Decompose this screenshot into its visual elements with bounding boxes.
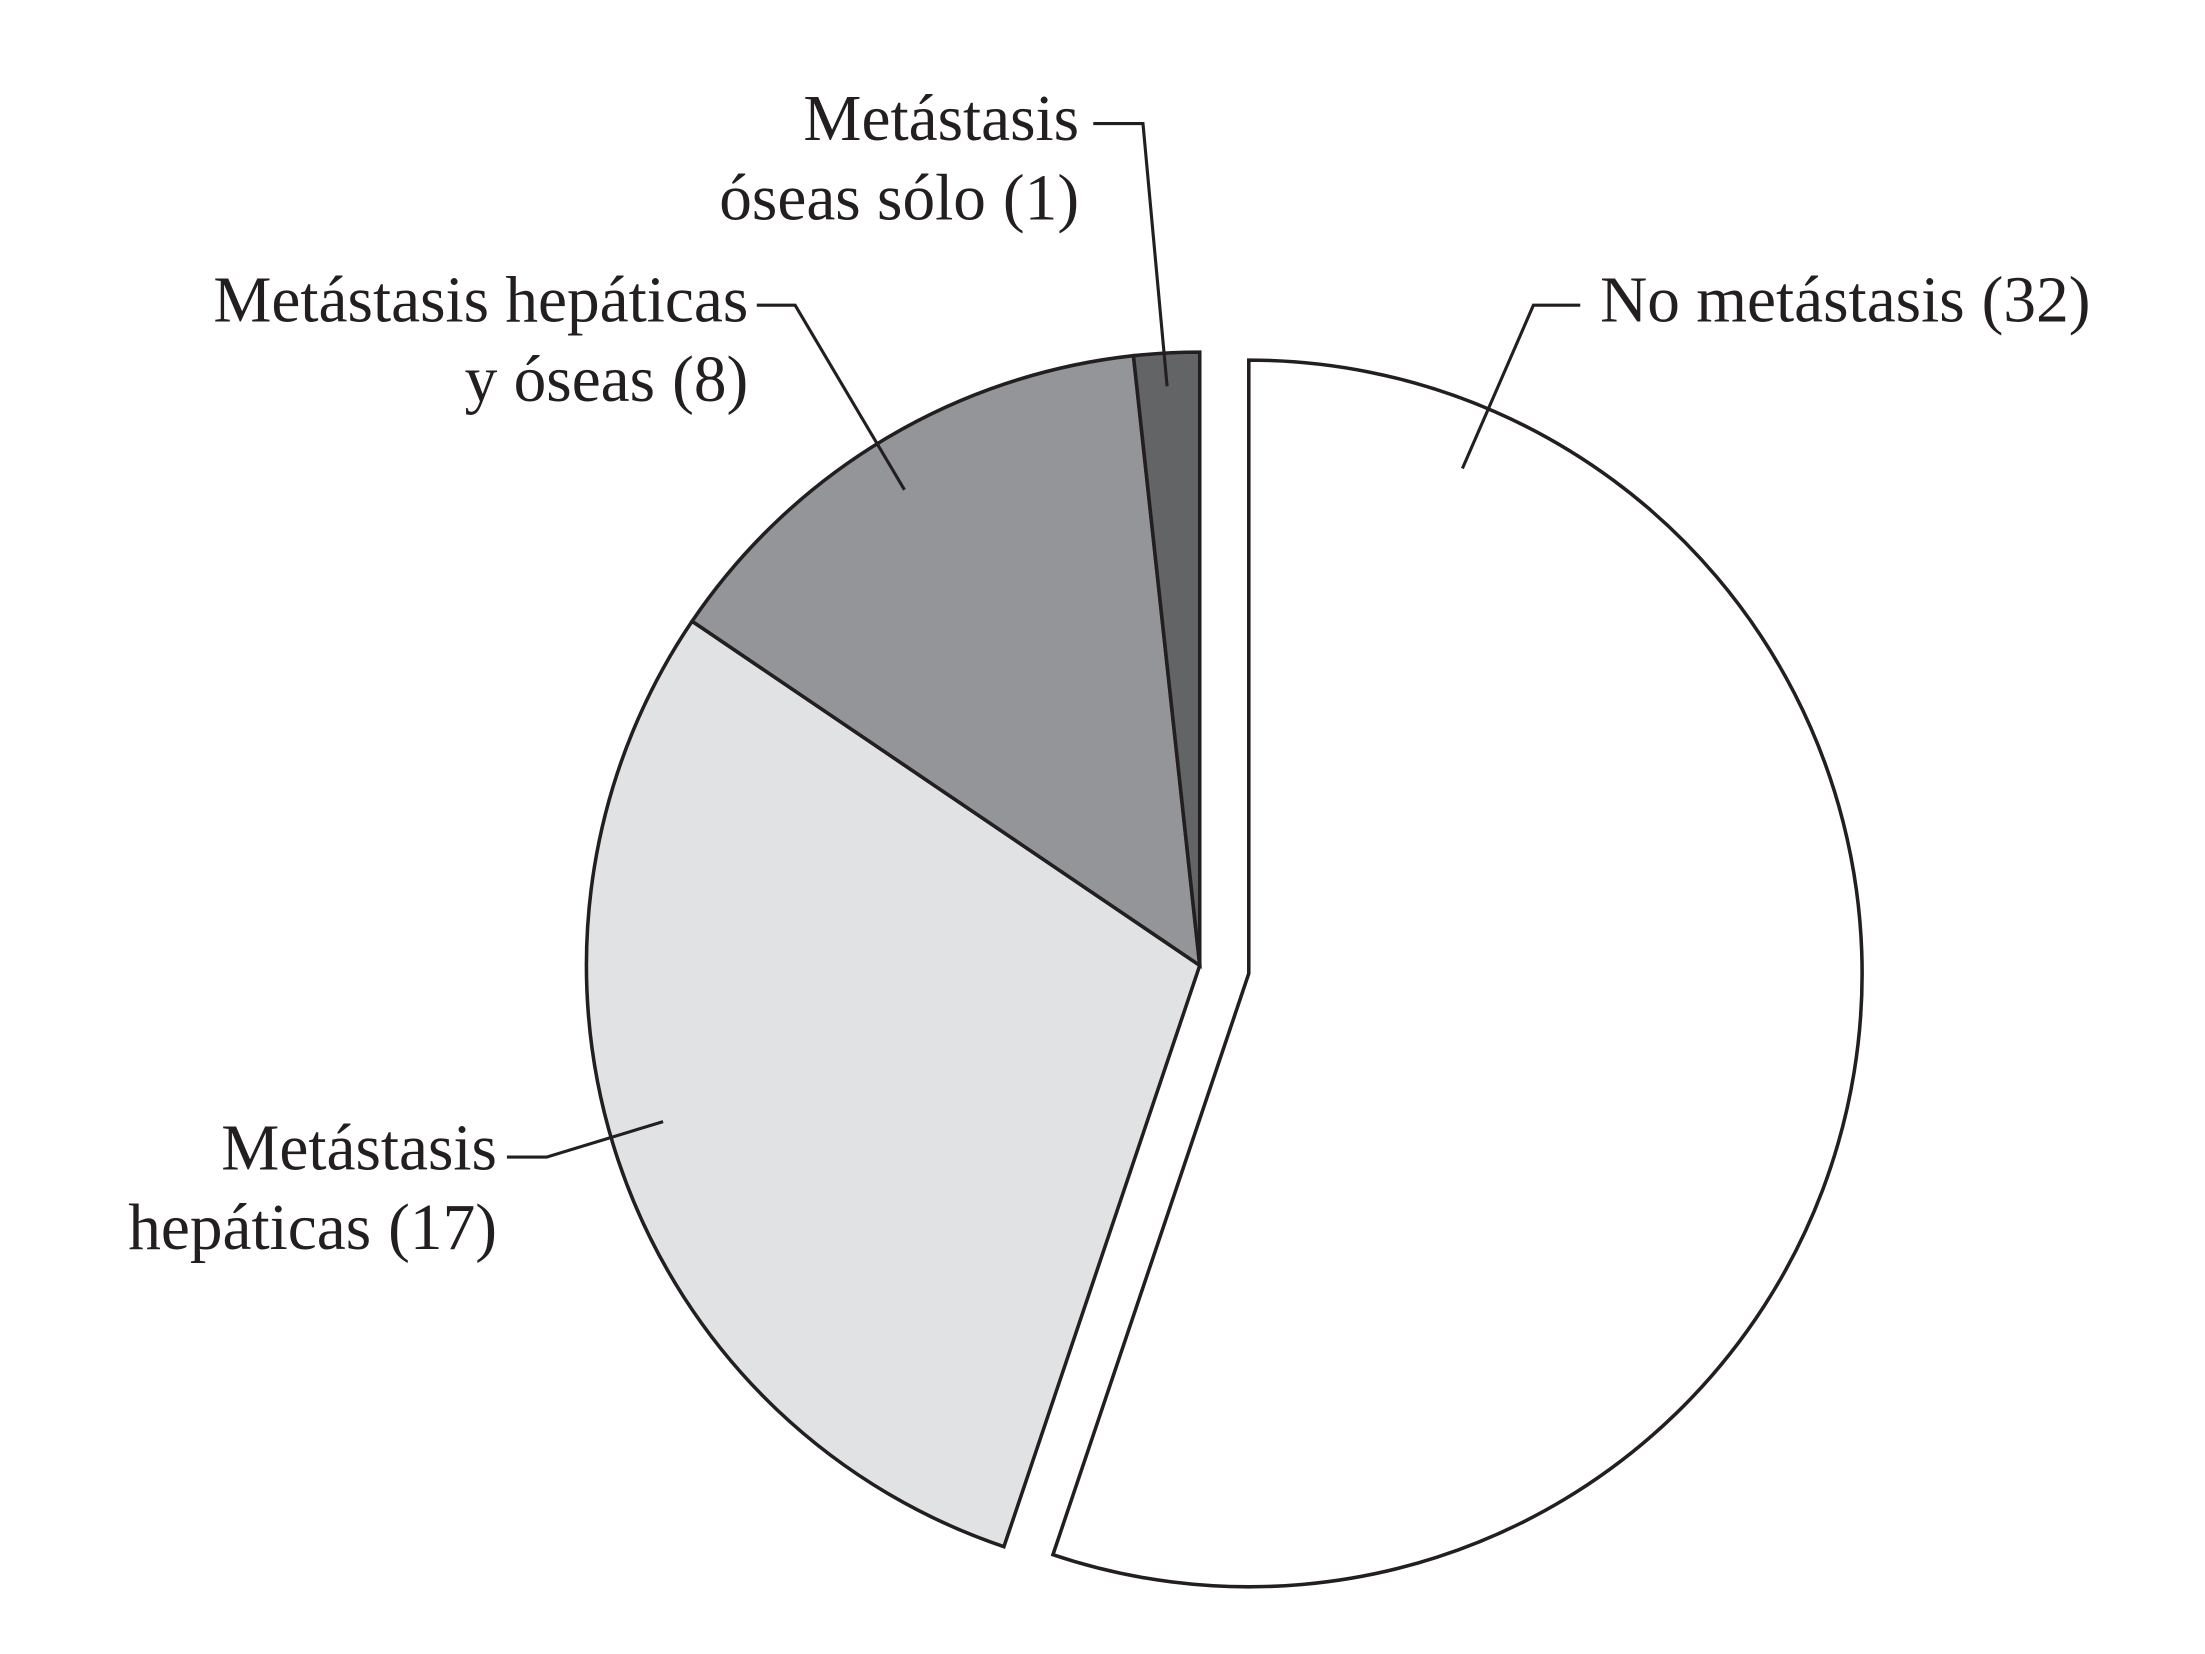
- pie-slice: [1050, 358, 1864, 1589]
- slice-label: No metástasis (32): [1600, 265, 2090, 337]
- slice-label: hepáticas (17): [128, 1192, 497, 1264]
- pie-slice: [689, 353, 1202, 970]
- pie-slice: [1131, 350, 1202, 966]
- slice-label: y óseas (8): [465, 344, 749, 416]
- value-label: (17): [388, 1192, 497, 1264]
- category-label: hepáticas: [128, 1192, 371, 1264]
- category-label: Metástasis hepáticas: [213, 265, 748, 337]
- category-label: No metástasis: [1600, 265, 1965, 337]
- slice-label: óseas sólo (1): [719, 162, 1079, 234]
- slice-label: Metástasis: [803, 83, 1079, 155]
- value-label: (1): [1003, 162, 1079, 234]
- leader-line: [756, 303, 906, 491]
- pie-slice: [584, 618, 1202, 1549]
- value-label: (8): [672, 344, 748, 416]
- leader-line: [1460, 303, 1581, 470]
- category-label: y óseas: [465, 344, 655, 416]
- category-label: óseas sólo: [719, 162, 986, 234]
- leader-line: [1093, 121, 1169, 387]
- slice-label: Metástasis hepáticas: [213, 265, 748, 337]
- leader-line: [506, 1120, 664, 1159]
- category-label: Metástasis: [221, 1112, 497, 1184]
- category-label: Metástasis: [803, 83, 1079, 155]
- value-label: (32): [1982, 265, 2091, 337]
- slice-label: Metástasis: [221, 1112, 497, 1184]
